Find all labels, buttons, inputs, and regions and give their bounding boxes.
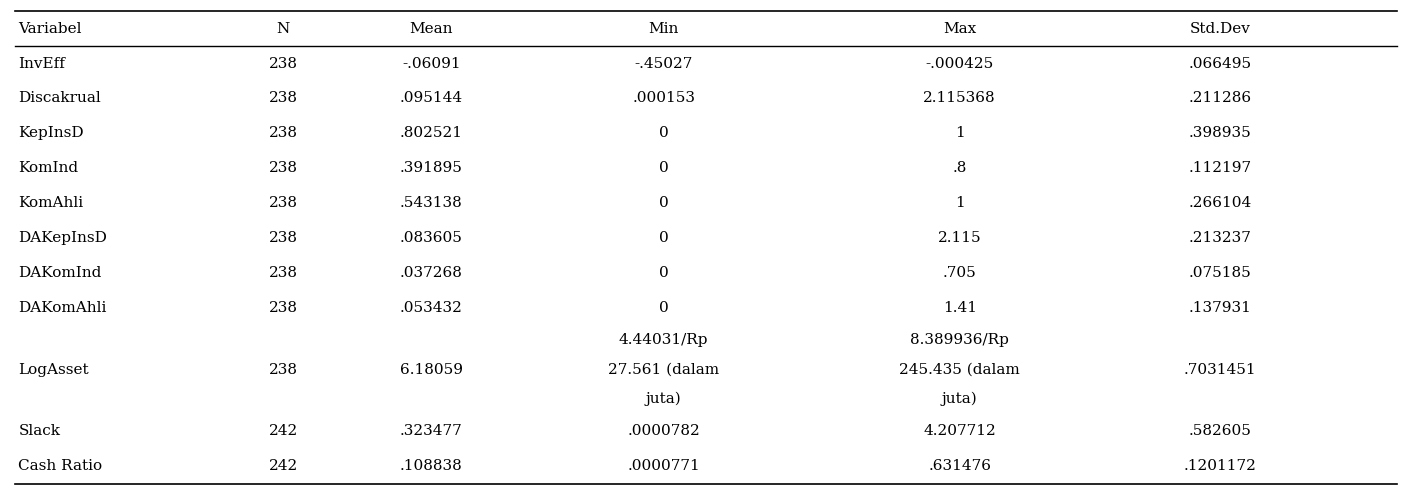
Text: juta): juta) [645,392,682,406]
Text: 2.115368: 2.115368 [923,92,995,105]
Text: Cash Ratio: Cash Ratio [18,459,103,473]
Text: 0: 0 [659,196,669,210]
Text: 238: 238 [268,161,298,175]
Text: -.000425: -.000425 [925,56,994,71]
Text: .398935: .398935 [1189,126,1252,140]
Text: Discakrual: Discakrual [18,92,102,105]
Text: 0: 0 [659,126,669,140]
Text: Min: Min [648,22,679,36]
Text: 238: 238 [268,56,298,71]
Text: KomAhli: KomAhli [18,196,83,210]
Text: .543138: .543138 [400,196,463,210]
Text: .037268: .037268 [400,266,463,280]
Text: 238: 238 [268,126,298,140]
Text: 8.389936/Rp: 8.389936/Rp [911,333,1010,347]
Text: 0: 0 [659,231,669,245]
Text: 238: 238 [268,231,298,245]
Text: InvEff: InvEff [18,56,65,71]
Text: 1: 1 [955,196,964,210]
Text: 238: 238 [268,266,298,280]
Text: 1: 1 [955,126,964,140]
Text: .1201172: .1201172 [1183,459,1257,473]
Text: .0000782: .0000782 [627,424,700,439]
Text: Max: Max [943,22,976,36]
Text: 2.115: 2.115 [938,231,981,245]
Text: KomInd: KomInd [18,161,79,175]
Text: .112197: .112197 [1189,161,1252,175]
Text: -.45027: -.45027 [634,56,693,71]
Text: .582605: .582605 [1189,424,1252,439]
Text: .802521: .802521 [400,126,463,140]
Text: 1.41: 1.41 [943,300,977,315]
Text: Slack: Slack [18,424,61,439]
Text: 238: 238 [268,362,298,377]
Text: LogAsset: LogAsset [18,362,89,377]
Text: .083605: .083605 [400,231,463,245]
Text: 242: 242 [268,424,298,439]
Text: KepInsD: KepInsD [18,126,83,140]
Text: .137931: .137931 [1189,300,1252,315]
Text: 0: 0 [659,161,669,175]
Text: 238: 238 [268,300,298,315]
Text: .705: .705 [943,266,977,280]
Text: .000153: .000153 [633,92,695,105]
Text: .066495: .066495 [1189,56,1252,71]
Text: 245.435 (dalam: 245.435 (dalam [899,362,1019,377]
Text: DAKepInsD: DAKepInsD [18,231,107,245]
Text: Std.Dev: Std.Dev [1190,22,1251,36]
Text: 0: 0 [659,300,669,315]
Text: -.06091: -.06091 [402,56,460,71]
Text: .0000771: .0000771 [627,459,700,473]
Text: 238: 238 [268,196,298,210]
Text: 4.44031/Rp: 4.44031/Rp [618,333,709,347]
Text: .075185: .075185 [1189,266,1252,280]
Text: .108838: .108838 [400,459,463,473]
Text: 238: 238 [268,92,298,105]
Text: .631476: .631476 [928,459,991,473]
Text: .266104: .266104 [1189,196,1252,210]
Text: .7031451: .7031451 [1185,362,1257,377]
Text: .391895: .391895 [400,161,463,175]
Text: .095144: .095144 [400,92,463,105]
Text: 242: 242 [268,459,298,473]
Text: DAKomInd: DAKomInd [18,266,102,280]
Text: 0: 0 [659,266,669,280]
Text: .323477: .323477 [400,424,463,439]
Text: DAKomAhli: DAKomAhli [18,300,107,315]
Text: juta): juta) [942,392,977,406]
Text: .8: .8 [953,161,967,175]
Text: Mean: Mean [409,22,453,36]
Text: Variabel: Variabel [18,22,82,36]
Text: .211286: .211286 [1189,92,1252,105]
Text: 27.561 (dalam: 27.561 (dalam [609,362,719,377]
Text: N: N [277,22,289,36]
Text: .213237: .213237 [1189,231,1252,245]
Text: 4.207712: 4.207712 [923,424,995,439]
Text: .053432: .053432 [400,300,463,315]
Text: 6.18059: 6.18059 [400,362,463,377]
